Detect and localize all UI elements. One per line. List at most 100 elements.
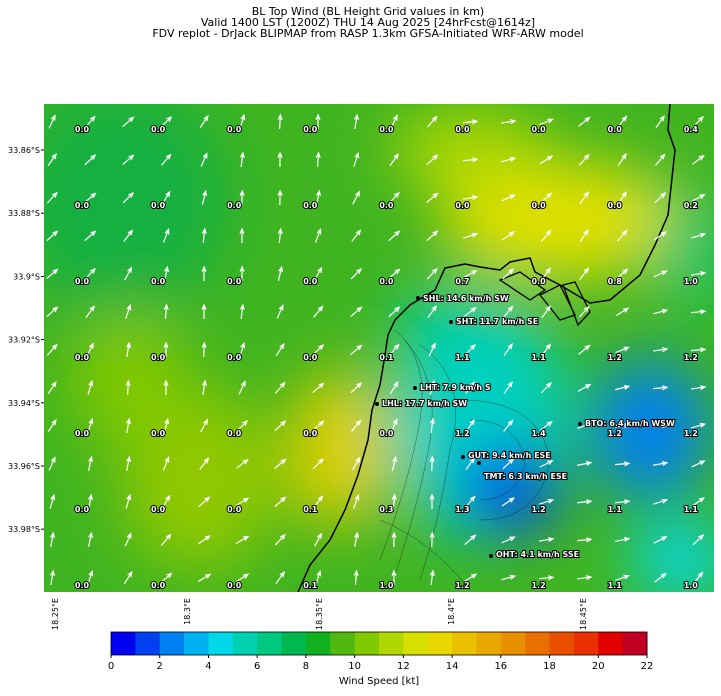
wind-arrow bbox=[239, 113, 246, 129]
wind-arrow bbox=[46, 343, 58, 356]
wind-arrow bbox=[87, 531, 93, 547]
wind-arrow bbox=[388, 191, 400, 204]
station-label: LHT: 7.9 km/h S bbox=[420, 383, 491, 392]
grid-value: 0.0 bbox=[532, 277, 547, 286]
wind-arrow bbox=[163, 417, 170, 433]
wind-arrow bbox=[200, 152, 208, 167]
wind-arrow bbox=[315, 113, 321, 130]
wind-arrow bbox=[614, 423, 631, 429]
grid-value: 0.7 bbox=[455, 277, 469, 286]
wind-arrow bbox=[274, 496, 287, 508]
wind-arrow bbox=[199, 457, 210, 470]
wind-arrow bbox=[84, 154, 97, 166]
wind-arrow bbox=[162, 228, 170, 243]
wind-arrow bbox=[201, 189, 208, 205]
wind-arrow bbox=[84, 192, 97, 203]
colorbar-swatch bbox=[232, 632, 258, 655]
wind-arrow bbox=[315, 569, 322, 585]
wind-arrow bbox=[426, 192, 439, 203]
wind-arrow bbox=[653, 461, 669, 466]
colorbar-tick-label: 18 bbox=[543, 661, 556, 672]
grid-value: 1.2 bbox=[684, 429, 698, 438]
lat-label: 33.94°S bbox=[8, 399, 40, 408]
wind-arrow bbox=[615, 574, 631, 581]
wind-arrow bbox=[86, 342, 94, 357]
wind-arrow bbox=[160, 572, 173, 584]
wind-arrow bbox=[579, 191, 590, 204]
wind-arrow bbox=[426, 267, 438, 280]
wind-arrow bbox=[163, 303, 169, 320]
wind-arrow bbox=[503, 419, 514, 432]
wind-arrow bbox=[429, 569, 435, 586]
wind-arrow bbox=[615, 384, 631, 391]
wind-arrow bbox=[464, 306, 477, 317]
station-dot bbox=[477, 461, 481, 465]
wind-arrow bbox=[122, 191, 135, 204]
wind-arrow bbox=[46, 191, 58, 204]
grid-value: 1.0 bbox=[684, 581, 699, 590]
wind-arrow bbox=[125, 493, 132, 509]
grid-value: 1.1 bbox=[455, 353, 470, 362]
wind-arrow bbox=[312, 457, 325, 470]
lat-label: 33.96°S bbox=[8, 462, 40, 471]
wind-arrow bbox=[49, 569, 55, 585]
wind-arrow bbox=[617, 191, 628, 205]
wind-arrow bbox=[463, 195, 479, 201]
wind-arrow bbox=[124, 266, 133, 281]
colorbar-swatch bbox=[598, 632, 624, 655]
wind-arrow bbox=[313, 266, 323, 281]
wind-arrow bbox=[503, 381, 513, 395]
station-label: BTO: 6.4 km/h WSW bbox=[585, 419, 675, 428]
station-dot bbox=[413, 386, 417, 390]
wind-arrow bbox=[501, 497, 516, 507]
grid-value: 0.0 bbox=[227, 353, 242, 362]
wind-arrow bbox=[540, 229, 552, 242]
map bbox=[44, 104, 714, 592]
wind-arrow bbox=[576, 575, 593, 581]
wind-arrow bbox=[47, 418, 57, 433]
grid-value: 0.0 bbox=[227, 505, 242, 514]
wind-arrow bbox=[350, 306, 363, 318]
wind-arrow bbox=[691, 497, 706, 507]
grid-value: 0.1 bbox=[303, 505, 318, 514]
colorbar-swatch bbox=[549, 632, 575, 655]
lat-label: 33.86°S bbox=[8, 146, 40, 155]
wind-arrow bbox=[691, 271, 707, 277]
wind-arrow bbox=[539, 498, 555, 505]
wind-arrow bbox=[125, 379, 131, 396]
wind-arrow bbox=[539, 118, 554, 126]
wind-arrow bbox=[426, 230, 439, 242]
wind-arrow bbox=[201, 227, 207, 244]
colorbar-swatch bbox=[452, 632, 477, 655]
grid-value: 1.2 bbox=[455, 429, 469, 438]
grid-value: 1.0 bbox=[379, 581, 394, 590]
wind-arrow bbox=[540, 381, 552, 394]
station-label: SHT: 11.7 km/h SE bbox=[456, 317, 538, 326]
colorbar-swatch bbox=[330, 632, 356, 655]
station-label: SHL: 14.6 km/h SW bbox=[423, 294, 509, 303]
colorbar-tick-label: 16 bbox=[494, 661, 507, 672]
wind-arrow bbox=[84, 267, 96, 280]
wind-arrow bbox=[276, 304, 284, 319]
grid-value: 0.0 bbox=[303, 125, 318, 134]
grid-value: 0.0 bbox=[151, 505, 166, 514]
wind-arrow bbox=[277, 227, 283, 244]
grid-value: 0.8 bbox=[608, 277, 623, 286]
wind-arrow bbox=[464, 534, 477, 546]
grid-value: 0.0 bbox=[227, 277, 242, 286]
title-line: BL Top Wind (BL Height Grid values in km… bbox=[252, 5, 484, 18]
grid-value: 1.1 bbox=[532, 353, 547, 362]
wind-arrow bbox=[315, 151, 321, 168]
wind-arrow bbox=[350, 267, 363, 280]
wind-arrow bbox=[239, 189, 245, 206]
lon-label: 18.25°E bbox=[51, 598, 60, 630]
lon-label: 18.45°E bbox=[579, 598, 588, 630]
wind-arrow bbox=[200, 418, 209, 433]
grid-value: 1.2 bbox=[455, 581, 469, 590]
wind-arrow bbox=[462, 157, 479, 163]
wind-arrow bbox=[502, 268, 515, 280]
wind-arrow bbox=[388, 306, 401, 318]
lat-label: 33.92°S bbox=[8, 336, 40, 345]
colorbar-tick-label: 4 bbox=[205, 661, 211, 672]
wind-arrow bbox=[616, 268, 629, 280]
